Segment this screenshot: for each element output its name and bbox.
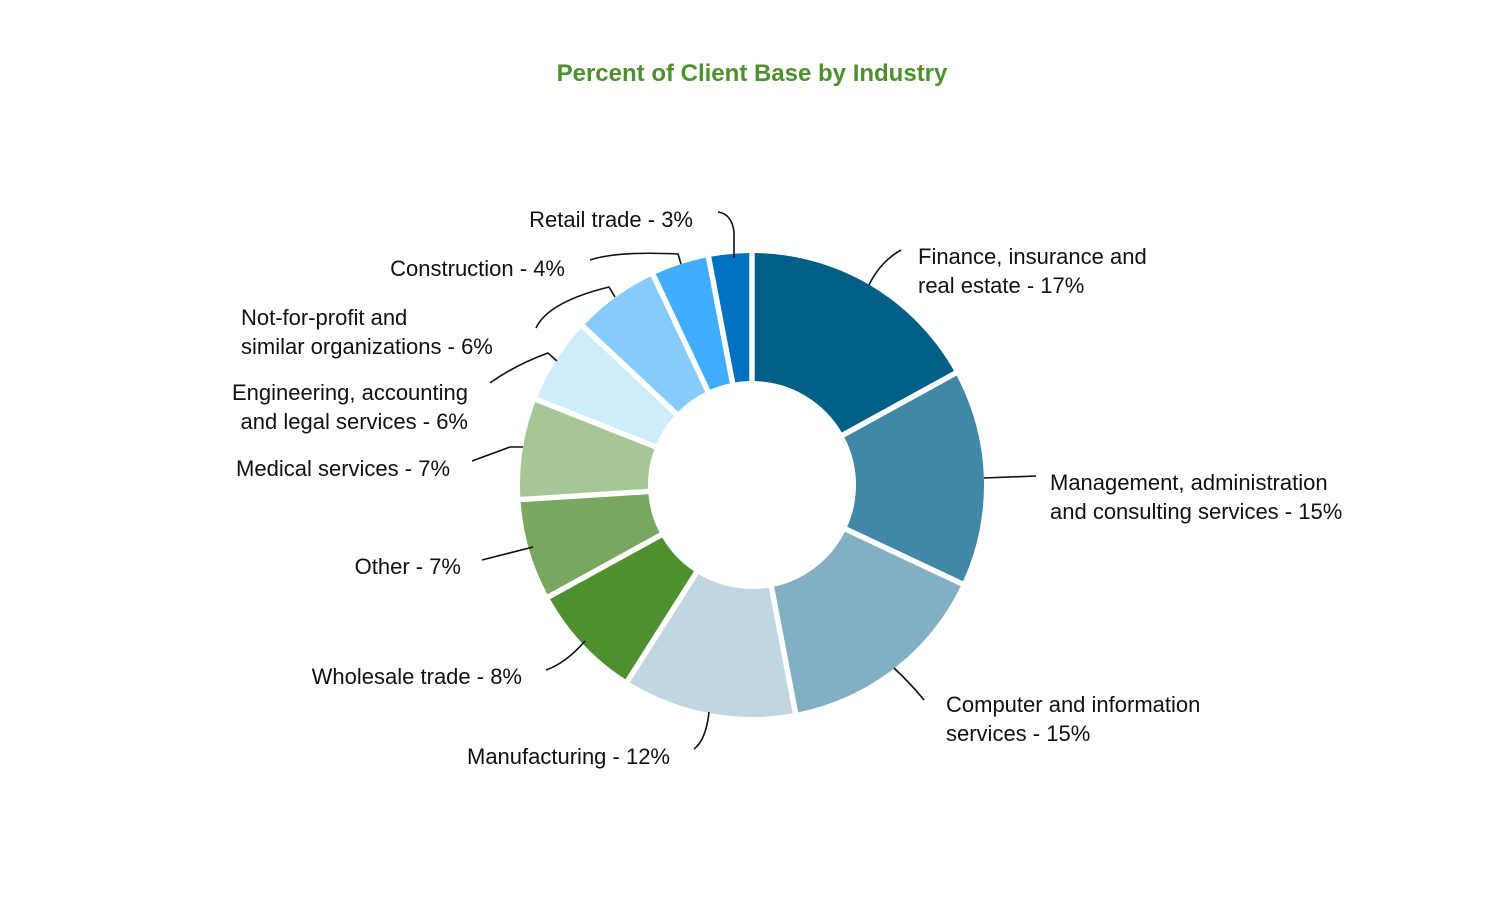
slice-label-8-line-1: similar organizations - 6% <box>241 334 493 359</box>
slice-6 <box>520 402 655 497</box>
slice-4 <box>550 537 694 680</box>
slice-label-6-line-0: Medical services - 7% <box>236 456 450 481</box>
slice-label-6: Medical services - 7% <box>236 456 450 481</box>
slice-label-7-line-0: Engineering, accounting <box>232 380 468 405</box>
leader-line-10 <box>717 211 735 258</box>
slice-9 <box>655 257 730 390</box>
slice-label-2-line-1: services - 15% <box>946 721 1090 746</box>
slice-label-4: Wholesale trade - 8% <box>312 664 522 689</box>
slice-1 <box>844 375 984 582</box>
slice-label-9: Construction - 4% <box>390 256 565 281</box>
leader-lines-group <box>471 211 1037 750</box>
slice-8 <box>584 276 706 412</box>
leader-line-0 <box>868 249 902 286</box>
slice-label-5-line-0: Other - 7% <box>355 554 461 579</box>
slice-10 <box>711 253 750 383</box>
slice-label-1: Management, administration and consulting… <box>1050 470 1342 524</box>
slice-label-0-line-1: real estate - 17% <box>918 273 1084 298</box>
slice-label-9-line-0: Construction - 4% <box>390 256 565 281</box>
leader-line-8 <box>535 286 616 329</box>
leader-line-9 <box>589 252 682 265</box>
slice-5 <box>520 494 660 595</box>
leader-line-7 <box>489 352 558 384</box>
slice-label-4-line-0: Wholesale trade - 8% <box>312 664 522 689</box>
slice-label-7: Engineering, accounting and legal service… <box>232 380 468 434</box>
leader-line-1 <box>983 475 1037 479</box>
slice-label-3-line-0: Manufacturing - 12% <box>467 744 670 769</box>
slice-label-10: Retail trade - 3% <box>529 207 693 232</box>
slice-0 <box>754 253 954 433</box>
leader-line-6 <box>471 446 523 462</box>
slice-label-2: Computer and information services - 15% <box>946 692 1200 746</box>
slice-2 <box>774 531 961 713</box>
slice-label-8: Not-for-profit and similar organizations … <box>241 305 493 359</box>
slice-label-2-line-0: Computer and information <box>946 692 1200 717</box>
leader-line-5 <box>481 546 534 561</box>
slice-label-5: Other - 7% <box>355 554 461 579</box>
leader-line-4 <box>545 640 586 671</box>
slice-3 <box>630 574 793 717</box>
slices-group <box>520 253 984 717</box>
slice-label-7-line-1: and legal services - 6% <box>241 409 468 434</box>
slice-label-0: Finance, insurance and real estate - 17% <box>918 244 1147 298</box>
leader-line-3 <box>693 711 710 750</box>
slice-7 <box>537 328 675 445</box>
slice-label-10-line-0: Retail trade - 3% <box>529 207 693 232</box>
slice-label-8-line-0: Not-for-profit and <box>241 305 407 330</box>
chart-title: Percent of Client Base by Industry <box>556 60 948 87</box>
slice-label-1-line-0: Management, administration <box>1050 470 1328 495</box>
labels-group: Finance, insurance and real estate - 17% M… <box>232 207 1342 769</box>
slice-label-1-line-1: and consulting services - 15% <box>1050 499 1342 524</box>
leader-line-2 <box>893 667 925 701</box>
slice-label-0-line-0: Finance, insurance and <box>918 244 1147 269</box>
slice-label-3: Manufacturing - 12% <box>467 744 670 769</box>
